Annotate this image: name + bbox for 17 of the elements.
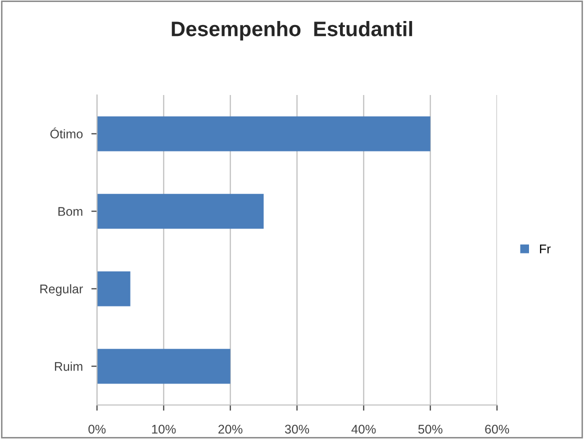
y-tick-label: Regular — [40, 284, 83, 296]
y-tick-label: Bom — [58, 207, 82, 216]
x-tick-label: 10% — [152, 424, 176, 434]
x-tick-label: 30% — [284, 424, 310, 434]
chart-title: Desempenho Estudantil — [172, 21, 412, 40]
bar — [97, 348, 230, 384]
bar — [97, 194, 264, 229]
bar — [97, 116, 430, 152]
bar — [97, 271, 130, 306]
y-tick-label: Ótimo — [50, 127, 83, 138]
x-tick-label: 50% — [418, 424, 442, 434]
x-tick-label: 0% — [88, 424, 106, 434]
x-tick-label: 60% — [485, 424, 510, 434]
legend-label: Fr — [540, 244, 551, 254]
x-tick-label: 20% — [218, 424, 242, 434]
y-tick-label: Ruim — [54, 362, 82, 371]
x-tick-label: 40% — [351, 424, 376, 434]
